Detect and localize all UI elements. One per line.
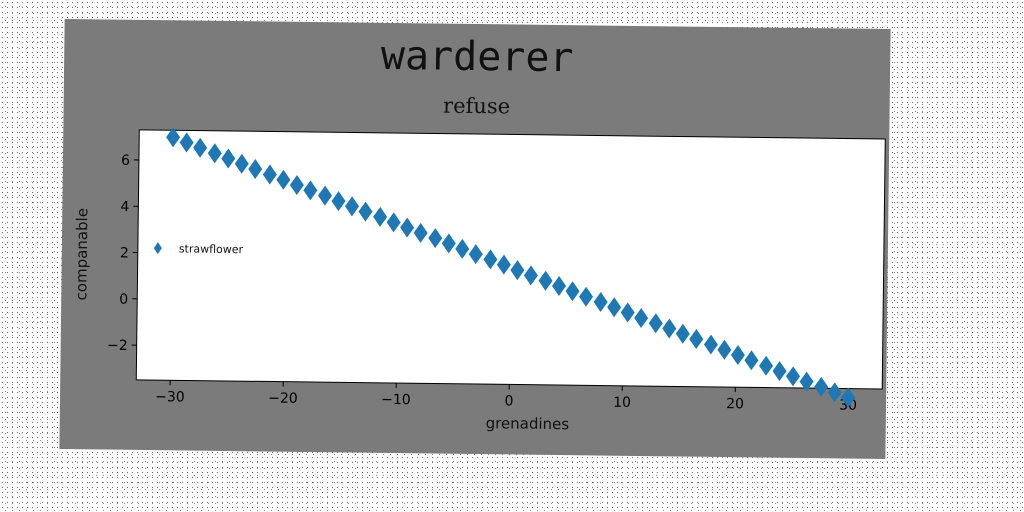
data-point xyxy=(593,291,608,312)
data-point xyxy=(358,201,373,222)
data-point xyxy=(496,254,511,275)
data-point xyxy=(468,244,483,265)
data-point xyxy=(207,143,222,164)
y-tick-label: −2 xyxy=(107,338,128,354)
data-point xyxy=(179,132,194,153)
data-point xyxy=(579,286,594,307)
data-point xyxy=(786,366,801,387)
x-tick-label: 0 xyxy=(504,393,513,409)
data-point xyxy=(552,275,567,296)
data-point xyxy=(675,323,690,344)
data-point xyxy=(400,217,415,238)
data-point xyxy=(607,297,622,318)
data-point xyxy=(303,180,318,201)
data-point xyxy=(662,318,677,339)
data-point xyxy=(248,159,263,180)
data-point xyxy=(413,222,428,243)
y-tick-label: 4 xyxy=(120,199,129,215)
data-point xyxy=(814,376,829,397)
x-axis-label: grenadines xyxy=(486,414,570,433)
data-point xyxy=(193,137,208,158)
data-point xyxy=(634,307,649,328)
data-point xyxy=(455,238,470,259)
x-tick-label: −10 xyxy=(381,392,411,408)
x-tick-label: 10 xyxy=(613,395,631,411)
data-point xyxy=(483,249,498,270)
y-tick-label: 2 xyxy=(120,245,129,261)
y-tick-label: 0 xyxy=(119,292,128,308)
data-point xyxy=(510,260,525,281)
y-tick-label: 6 xyxy=(121,153,130,169)
data-point xyxy=(799,371,814,392)
data-point xyxy=(166,127,181,148)
data-point xyxy=(730,345,745,366)
data-point xyxy=(523,265,538,286)
legend-label: strawflower xyxy=(179,242,244,256)
x-tick-label: 20 xyxy=(726,396,744,412)
data-point xyxy=(318,185,333,206)
data-point xyxy=(717,339,732,360)
figure: warderer refuse −30−20−100102030−20246gr… xyxy=(59,18,891,460)
data-point xyxy=(262,164,277,185)
x-tick-label: −20 xyxy=(268,390,298,406)
data-point xyxy=(441,233,456,254)
data-point xyxy=(386,212,401,233)
data-point xyxy=(289,175,304,196)
y-axis-label: companable xyxy=(72,208,91,301)
data-point xyxy=(345,196,360,217)
legend-marker xyxy=(153,242,162,255)
x-tick-label: −30 xyxy=(155,389,185,405)
data-point xyxy=(827,382,842,403)
data-point xyxy=(744,350,759,371)
data-point xyxy=(689,329,704,350)
chart-canvas: −30−20−100102030−20246grenadinescompanab… xyxy=(72,127,886,433)
data-point xyxy=(648,313,663,334)
data-point xyxy=(565,281,580,302)
data-point xyxy=(538,270,553,291)
data-point xyxy=(234,153,249,174)
data-point xyxy=(428,228,443,249)
data-point xyxy=(841,387,856,408)
data-point xyxy=(703,334,718,355)
data-point xyxy=(276,169,291,190)
data-point xyxy=(331,191,346,212)
data-point xyxy=(221,148,236,169)
data-point xyxy=(620,302,635,323)
data-point xyxy=(373,206,388,227)
data-point xyxy=(772,361,787,382)
data-point xyxy=(759,355,774,376)
